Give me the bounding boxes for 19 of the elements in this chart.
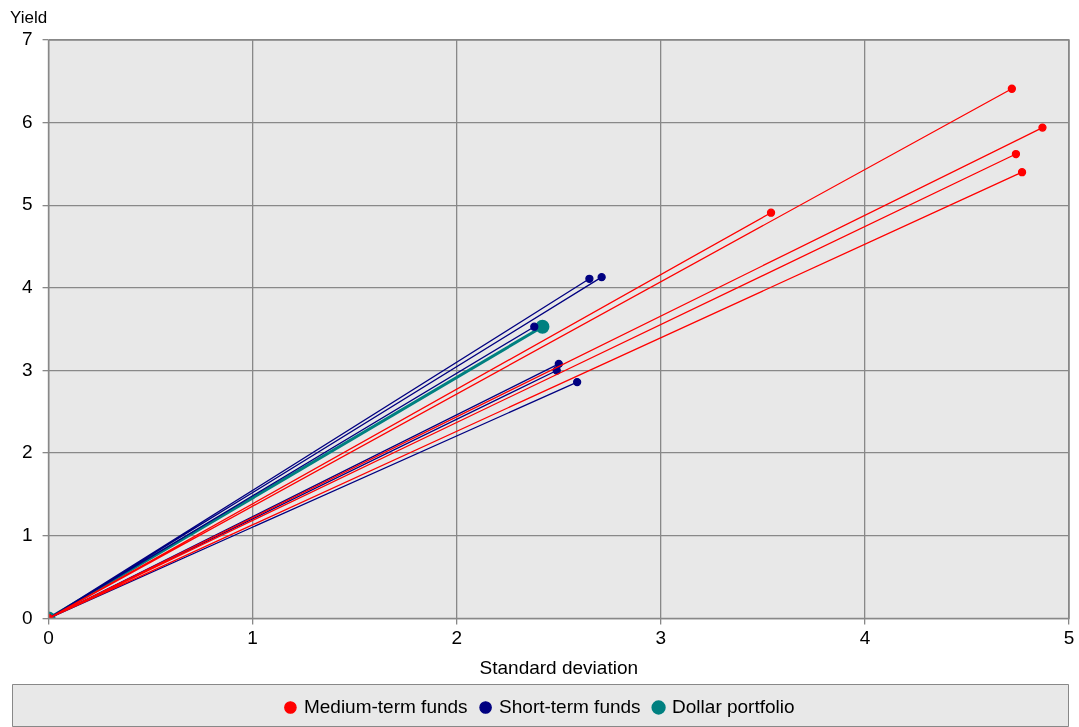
x-axis-title: Standard deviation <box>479 656 639 678</box>
y-tick-label: 1 <box>21 524 33 546</box>
x-tick-label: 4 <box>859 627 871 649</box>
y-tick-label: 6 <box>21 110 33 132</box>
y-tick-label: 0 <box>21 606 33 628</box>
x-tick-label: 3 <box>655 627 667 649</box>
y-axis-title: Yield <box>10 7 48 27</box>
x-tick-label: 5 <box>1063 627 1075 649</box>
x-tick-label: 0 <box>43 627 54 649</box>
y-tick-label: 7 <box>21 28 33 50</box>
y-tick-label: 5 <box>21 193 33 215</box>
y-tick-label: 4 <box>21 276 33 298</box>
legend-label: Medium-term funds <box>303 695 468 717</box>
legend-label: Dollar portfolio <box>672 695 795 717</box>
y-tick-label: 3 <box>21 358 33 380</box>
y-tick-label: 2 <box>21 441 33 463</box>
legend-label: Short-term funds <box>499 695 641 717</box>
x-tick-label: 1 <box>247 627 258 649</box>
x-tick-label: 2 <box>451 627 463 649</box>
